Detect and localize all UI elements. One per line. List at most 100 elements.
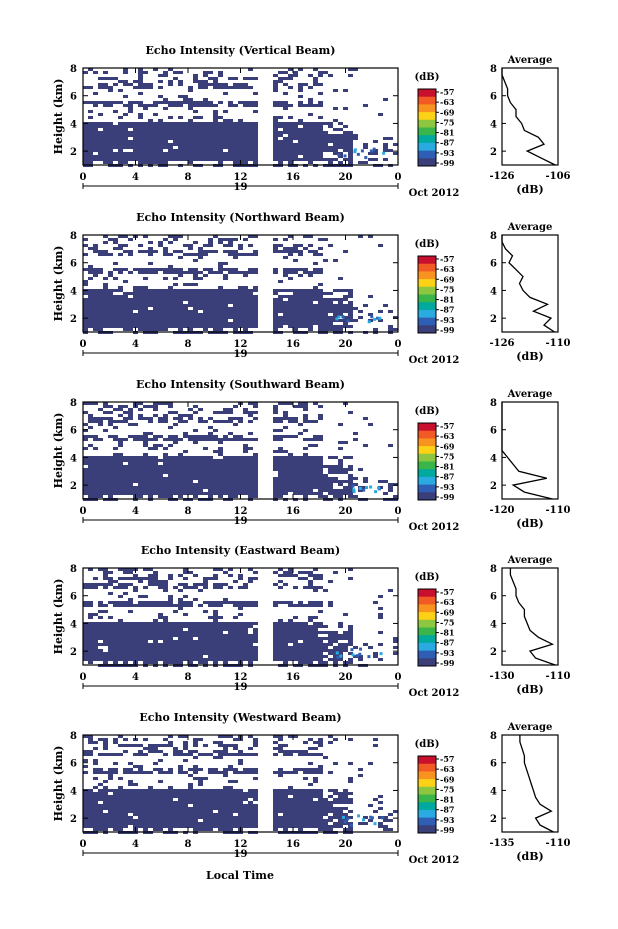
echo-cell [303, 125, 308, 128]
echo-cell [308, 289, 313, 292]
echo-cell [173, 822, 178, 825]
echo-cell [353, 68, 358, 71]
echo-cell [203, 307, 208, 310]
colorbar-tick-label: -75 [440, 284, 454, 294]
echo-cell [188, 655, 193, 658]
echo-cell [143, 489, 148, 492]
average-x-tick-label: -106 [545, 171, 570, 182]
echo-cell [188, 786, 193, 789]
echo-cell [108, 319, 113, 322]
echo-cell [318, 295, 323, 298]
echo-cell [348, 474, 353, 477]
echo-cell [313, 568, 318, 571]
echo-cell [303, 655, 308, 658]
echo-cell [83, 649, 88, 652]
echo-cell [338, 289, 343, 292]
echo-cell [288, 798, 293, 801]
echo-cell [243, 450, 248, 453]
echo-cell [203, 477, 208, 480]
echo-cell [303, 604, 308, 607]
echo-cell [298, 134, 303, 137]
echo-cell [178, 637, 183, 640]
echo-cell [203, 149, 208, 152]
echo-cell [273, 634, 278, 637]
echo-cell [198, 277, 203, 280]
echo-cell [138, 649, 143, 652]
echo-cell [178, 143, 183, 146]
echo-cell [123, 104, 128, 107]
colorbar-tick-label: -57 [440, 87, 454, 97]
echo-cell [138, 143, 143, 146]
echo-cell [238, 152, 243, 155]
echo-cell [288, 301, 293, 304]
echo-cell [88, 310, 93, 313]
echo-cell [243, 161, 248, 164]
echo-cell [98, 643, 103, 646]
echo-cell [278, 495, 283, 498]
echo-cell [223, 408, 228, 411]
echo-cell [348, 134, 353, 137]
echo-cell [173, 316, 178, 319]
echo-cell [348, 489, 353, 492]
echo-cell [188, 750, 193, 753]
echo-cell [133, 125, 138, 128]
echo-cell [128, 101, 133, 104]
echo-cell [103, 319, 108, 322]
echo-cell [298, 604, 303, 607]
echo-cell [153, 819, 158, 822]
echo-cell [203, 86, 208, 89]
echo-cell [293, 574, 298, 577]
echo-cell [153, 101, 158, 104]
echo-cell [173, 435, 178, 438]
echo-cell [163, 628, 168, 631]
echo-cell [248, 483, 253, 486]
echo-cell [303, 649, 308, 652]
echo-cell [138, 83, 143, 86]
echo-cell [163, 146, 168, 149]
echo-cell [173, 631, 178, 634]
echo-cell [323, 474, 328, 477]
echo-cell [233, 477, 238, 480]
echo-cell [193, 128, 198, 131]
echo-cell [223, 468, 228, 471]
echo-cell [198, 301, 203, 304]
echo-cell [253, 480, 258, 483]
echo-cell [218, 128, 223, 131]
echo-cell [358, 658, 363, 661]
echo-cell [88, 86, 93, 89]
echo-cell [108, 465, 113, 468]
echo-cell [118, 486, 123, 489]
echo-cell [193, 405, 198, 408]
echo-cell [223, 122, 228, 125]
echo-cell [153, 68, 158, 71]
echo-cell [318, 316, 323, 319]
echo-cell [148, 149, 153, 152]
echo-cell [243, 462, 248, 465]
echo-cell [88, 459, 93, 462]
echo-cell [318, 652, 323, 655]
echo-cell [183, 792, 188, 795]
echo-cell [153, 625, 158, 628]
echo-cell [223, 92, 228, 95]
echo-cell [308, 250, 313, 253]
echo-cell [218, 301, 223, 304]
echo-cell [223, 637, 228, 640]
echo-cell [348, 483, 353, 486]
echo-cell [163, 152, 168, 155]
echo-cell [108, 583, 113, 586]
echo-cell [293, 471, 298, 474]
echo-cell [228, 798, 233, 801]
echo-cell [163, 804, 168, 807]
echo-cell [178, 634, 183, 637]
heatmap-cells [83, 735, 398, 834]
echo-cell [98, 310, 103, 313]
echo-cell [108, 819, 113, 822]
echo-cell [193, 586, 198, 589]
echo-cell [93, 420, 98, 423]
echo-cell [213, 116, 218, 119]
echo-cell [238, 420, 243, 423]
echo-cell [273, 134, 278, 137]
echo-cell [333, 146, 338, 149]
echo-cell [253, 131, 258, 134]
echo-cell [273, 637, 278, 640]
